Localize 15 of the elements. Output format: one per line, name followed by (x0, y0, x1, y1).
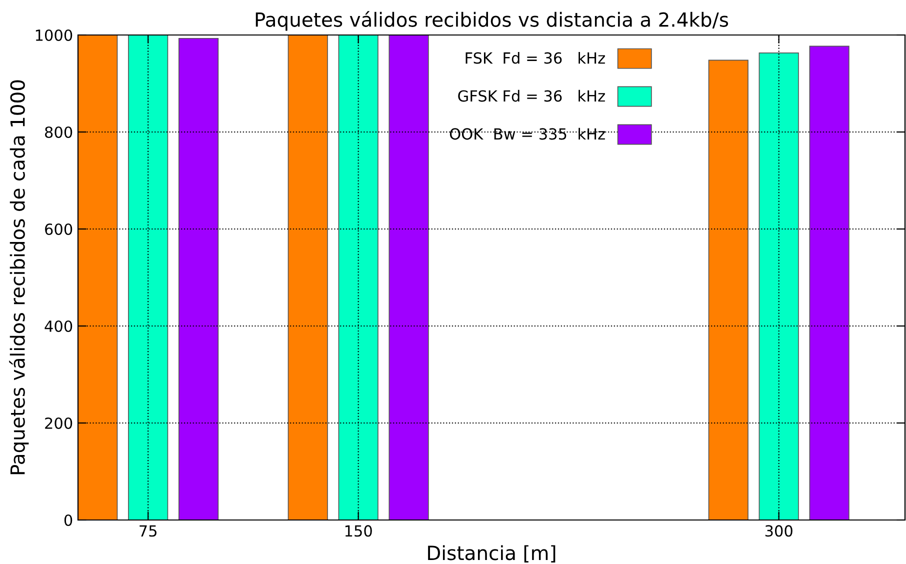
y-tick-label: 800 (45, 126, 72, 138)
x-tick-label: 300 (765, 525, 792, 537)
y-axis-title: Paquetes válidos recibidos de cada 1000 (9, 80, 29, 474)
x-tick-label: 150 (345, 525, 372, 537)
y-tick-label: 0 (64, 514, 72, 526)
y-tick-label: 200 (45, 417, 72, 430)
chart-title: Paquetes válidos recibidos vs distancia a 2.4kb/s (256, 11, 728, 31)
legend-label: FSK Fd = 36 kHz (466, 52, 605, 64)
legend-label: GFSK Fd = 36 kHz (458, 90, 605, 102)
x-tick-label: 75 (140, 525, 156, 537)
y-tick-label: 1000 (36, 29, 72, 42)
y-tick-label: 600 (45, 223, 72, 236)
x-axis-title: Distancia [m] (428, 545, 556, 563)
y-tick-label: 400 (44, 320, 72, 332)
legend-label: OOK Bw = 335 kHz (450, 128, 605, 140)
